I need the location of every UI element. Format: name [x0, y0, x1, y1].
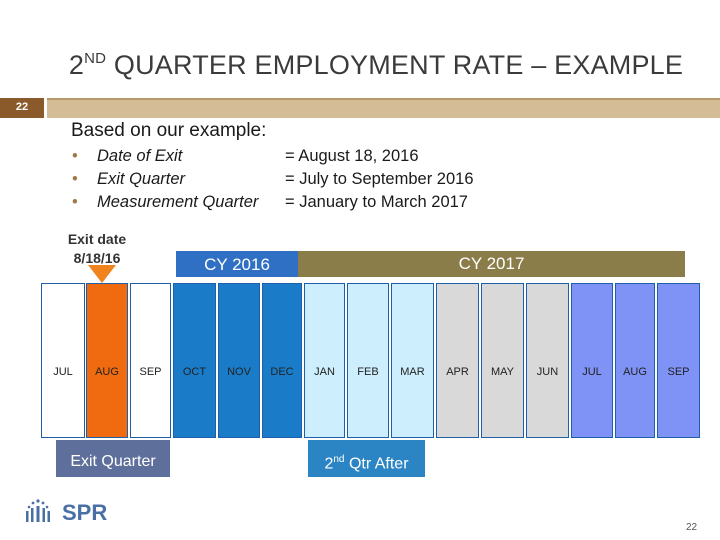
month-column: JUL	[41, 283, 85, 438]
exit-date-label: Exit date 8/18/16	[67, 231, 127, 266]
spr-logo-icon	[26, 499, 50, 522]
month-column: OCT	[173, 283, 216, 438]
slide-number-tab: 22	[0, 98, 44, 118]
month-column: DEC	[262, 283, 302, 438]
second-quarter-after-label: 2nd Qtr After	[308, 440, 425, 477]
logo-text: SPR	[62, 500, 108, 525]
month-column: JAN	[304, 283, 345, 438]
month-column: JUN	[526, 283, 569, 438]
exit-date-arrow-icon	[88, 265, 116, 283]
bullet-icon: •	[72, 147, 78, 165]
month-column: SEP	[130, 283, 171, 438]
cy-2017-banner: CY 2017	[298, 251, 685, 277]
cy-2016-banner: CY 2016	[176, 251, 298, 277]
bullet-icon: •	[72, 170, 78, 188]
spr-logo: SPR	[22, 498, 112, 526]
header-band	[47, 98, 720, 118]
slide-title: 2ND QUARTER EMPLOYMENT RATE – EXAMPLE	[68, 50, 684, 80]
bullet-icon: •	[72, 193, 78, 211]
month-column: AUG	[615, 283, 655, 438]
month-column: MAY	[481, 283, 524, 438]
page-number: 22	[686, 522, 698, 533]
month-column: JUL	[571, 283, 613, 438]
month-column: MAR	[391, 283, 434, 438]
header-bar: 22	[0, 98, 720, 118]
exit-quarter-label: Exit Quarter	[56, 440, 170, 477]
month-column: FEB	[347, 283, 389, 438]
month-column: AUG	[86, 283, 128, 438]
month-column: APR	[436, 283, 479, 438]
intro-text: Based on our example:	[71, 120, 267, 141]
month-column: NOV	[218, 283, 260, 438]
month-column: SEP	[657, 283, 700, 438]
